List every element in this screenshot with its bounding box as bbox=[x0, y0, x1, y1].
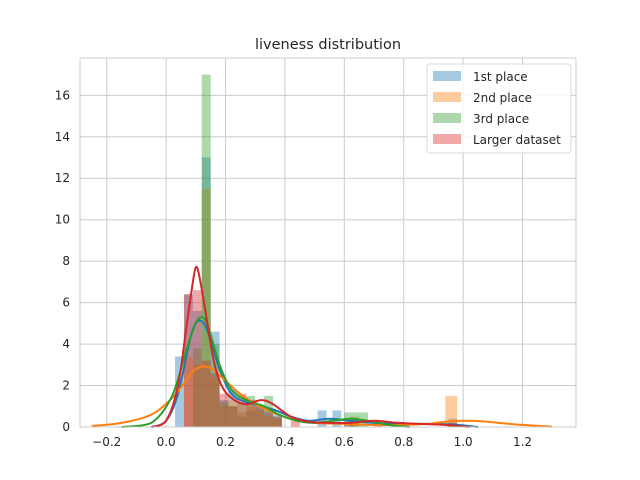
histogram-bar bbox=[255, 406, 265, 427]
histogram-bar bbox=[237, 416, 247, 427]
histogram-bar bbox=[255, 406, 265, 427]
histogram-bar bbox=[210, 331, 220, 427]
y-tick-label: 12 bbox=[55, 171, 70, 185]
histogram-bar bbox=[273, 416, 282, 427]
histogram-bar bbox=[290, 420, 300, 427]
histogram-bar bbox=[246, 410, 256, 427]
y-tick-label: 16 bbox=[55, 88, 70, 102]
y-tick-label: 8 bbox=[62, 254, 70, 268]
histogram-bar bbox=[237, 412, 247, 427]
y-tick-label: 2 bbox=[62, 379, 70, 393]
histogram-bar bbox=[273, 414, 282, 427]
histogram-bar bbox=[210, 344, 220, 427]
legend-swatch bbox=[433, 113, 461, 123]
histogram-bar bbox=[201, 157, 211, 427]
legend-label: 3rd place bbox=[473, 112, 529, 126]
x-axis-ticks: −0.2 0.0 0.2 0.4 0.6 0.8 1.0 1.2 bbox=[92, 435, 532, 449]
histogram-bar bbox=[201, 360, 211, 427]
legend: 1st place 2nd place 3rd place Larger datase… bbox=[426, 63, 572, 154]
y-tick-label: 4 bbox=[62, 337, 70, 351]
y-tick-label: 10 bbox=[55, 213, 70, 227]
chart-title: liveness distribution bbox=[255, 37, 401, 53]
histogram-bar bbox=[183, 294, 193, 427]
histogram-bar bbox=[210, 373, 220, 427]
histogram-bar bbox=[264, 416, 274, 427]
plot-frame bbox=[79, 57, 577, 428]
x-tick-label: 1.2 bbox=[513, 435, 532, 449]
x-tick-label: 1.0 bbox=[454, 435, 473, 449]
series-bars-4 bbox=[183, 290, 458, 427]
kde-line-4 bbox=[150, 265, 470, 428]
kde-lines bbox=[91, 265, 553, 428]
x-tick-label: 0.8 bbox=[394, 435, 413, 449]
histogram-bar bbox=[228, 406, 238, 427]
histogram-bar bbox=[264, 410, 274, 427]
histogram-bar bbox=[192, 364, 202, 427]
kde-line-3 bbox=[121, 316, 410, 428]
legend-label: 2nd place bbox=[473, 91, 532, 105]
histogram-bar bbox=[183, 294, 193, 427]
y-tick-label: 14 bbox=[55, 130, 70, 144]
histogram-bar bbox=[219, 393, 229, 427]
histogram-bar bbox=[246, 400, 256, 427]
histogram-bar bbox=[192, 290, 202, 427]
x-tick-label: 0.6 bbox=[335, 435, 354, 449]
legend-swatch bbox=[433, 71, 461, 81]
histogram-bar bbox=[201, 188, 211, 427]
histogram-bar bbox=[246, 406, 256, 427]
histogram-bar bbox=[237, 393, 247, 427]
histogram-bar bbox=[255, 410, 265, 427]
histogram-bar bbox=[219, 400, 229, 427]
x-tick-label: 0.2 bbox=[216, 435, 235, 449]
histogram-bar bbox=[264, 412, 274, 427]
histogram-bar bbox=[201, 74, 211, 428]
histogram-bar bbox=[228, 406, 238, 427]
histogram-bar bbox=[273, 418, 282, 427]
histogram-bar bbox=[255, 406, 265, 427]
legend-label: 1st place bbox=[473, 70, 528, 84]
histogram-bar bbox=[273, 416, 282, 427]
histogram-bar bbox=[237, 402, 247, 427]
histogram-bar bbox=[228, 389, 238, 427]
x-tick-label: −0.2 bbox=[92, 435, 121, 449]
legend-box bbox=[426, 63, 572, 154]
histogram-bar bbox=[246, 395, 256, 427]
y-tick-label: 6 bbox=[62, 296, 70, 310]
y-axis-ticks: 0 2 4 6 8 10 12 14 16 bbox=[55, 88, 70, 434]
histogram-bar bbox=[228, 400, 238, 427]
legend-swatch bbox=[433, 134, 461, 144]
y-tick-label: 0 bbox=[62, 420, 70, 434]
histogram-bar bbox=[210, 377, 220, 427]
histogram-bar bbox=[192, 348, 202, 427]
x-tick-label: 0.4 bbox=[275, 435, 294, 449]
x-tick-label: 0.0 bbox=[157, 435, 176, 449]
histogram-bar bbox=[445, 395, 458, 427]
legend-label: Larger dataset bbox=[473, 133, 561, 147]
histogram-bar bbox=[183, 356, 193, 427]
histogram-bar bbox=[219, 406, 229, 427]
legend-swatch bbox=[433, 92, 461, 102]
histogram-bar bbox=[219, 402, 229, 427]
histogram-bar bbox=[448, 418, 458, 427]
